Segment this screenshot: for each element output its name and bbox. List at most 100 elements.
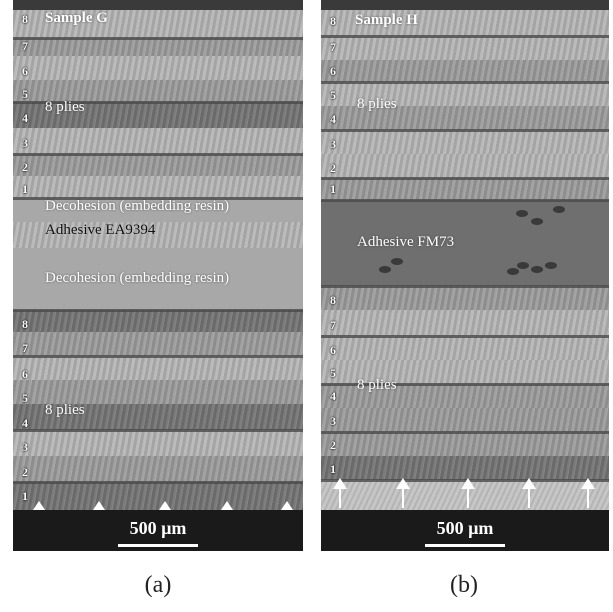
ply-band: [13, 154, 303, 176]
ply-number: 5: [330, 88, 336, 102]
ply-number: 7: [22, 341, 28, 355]
ply-number: 4: [330, 112, 336, 126]
ply-boundary: [321, 431, 609, 434]
ply-band: [321, 336, 609, 360]
ply-number: 5: [22, 391, 28, 405]
ply-band: [321, 36, 609, 60]
ply-band: [321, 60, 609, 82]
ply-boundary: [321, 285, 609, 288]
ply-band: [13, 80, 303, 102]
ply-number: 8: [330, 14, 336, 28]
ply-boundary: [321, 81, 609, 84]
void-pore: [516, 210, 528, 217]
ply-boundary: [321, 35, 609, 38]
scale-bar: 500 µm: [321, 510, 609, 551]
ply-boundary: [13, 309, 303, 312]
ply-number: 6: [330, 64, 336, 78]
ply-number: 3: [22, 136, 28, 150]
ply-band: [13, 38, 303, 56]
ply-band: [321, 154, 609, 178]
void-pore: [531, 266, 543, 273]
ply-boundary: [13, 153, 303, 156]
ply-number: 6: [22, 64, 28, 78]
ply-number: 8: [22, 317, 28, 331]
ply-number: 1: [330, 462, 336, 476]
caption-b: (b): [450, 572, 478, 598]
ply-number: 6: [330, 343, 336, 357]
ply-number: 7: [330, 40, 336, 54]
decohesion-band: [13, 248, 303, 310]
ply-number: 5: [22, 87, 28, 101]
void-pore: [391, 258, 403, 265]
ply-number: 6: [22, 367, 28, 381]
ply-band: [321, 360, 609, 384]
ply-boundary: [13, 481, 303, 484]
ply-band: [13, 456, 303, 482]
adhesive-band: [13, 222, 303, 248]
ply-band: [321, 106, 609, 130]
scale-line: [118, 544, 198, 547]
ply-number: 1: [22, 182, 28, 196]
ply-band: [13, 10, 303, 38]
ply-number: 4: [330, 389, 336, 403]
ply-band: [13, 128, 303, 154]
ply-boundary: [321, 383, 609, 386]
void-pore: [379, 266, 391, 273]
ply-band: [321, 384, 609, 408]
ply-band: [321, 310, 609, 336]
ply-number: 3: [330, 414, 336, 428]
plies-label: 8 plies: [45, 99, 85, 115]
triangle-marker-icon: [33, 501, 45, 510]
caption-a: (a): [144, 572, 172, 598]
ply-boundary: [321, 199, 609, 202]
plies-label: 8 plies: [45, 402, 85, 418]
ply-number: 4: [22, 111, 28, 125]
decohesion-label: Decohesion (embedding resin): [45, 198, 230, 214]
plies-label: 8 plies: [357, 96, 397, 112]
ply-number: 5: [330, 366, 336, 380]
scale-line: [425, 544, 505, 547]
ply-band: [321, 286, 609, 310]
up-arrow-icon: [396, 478, 410, 508]
ply-boundary: [321, 335, 609, 338]
sample-label: Sample G: [45, 10, 108, 26]
micrograph-panel-a: Sample G 8 7 6 5 4 3 2 1 8 plies Decohes…: [13, 0, 303, 551]
void-pore: [517, 262, 529, 269]
top-edge: [13, 0, 303, 10]
adhesive-label: Adhesive EA9394: [45, 222, 156, 238]
void-pore: [553, 206, 565, 213]
ply-number: 4: [22, 416, 28, 430]
ply-band: [13, 102, 303, 128]
micrograph-panel-b: Sample H 8 7 6 5 4 3 2 1 8 plies Adhesiv…: [321, 0, 609, 551]
ply-boundary: [13, 197, 303, 200]
ply-band: [13, 56, 303, 80]
ply-number: 8: [22, 12, 28, 26]
void-pore: [545, 262, 557, 269]
ply-number: 2: [22, 465, 28, 479]
ply-number: 3: [22, 440, 28, 454]
top-edge: [321, 0, 609, 10]
ply-boundary: [321, 177, 609, 180]
ply-number: 2: [330, 438, 336, 452]
ply-band: [13, 332, 303, 356]
up-arrow-icon: [461, 478, 475, 508]
triangle-marker-icon: [281, 501, 293, 510]
ply-band: [321, 10, 609, 36]
ply-band: [13, 380, 303, 404]
scale-bar: 500 µm: [13, 510, 303, 551]
ply-band: [321, 82, 609, 106]
adhesive-label: Adhesive FM73: [357, 234, 455, 250]
ply-band: [13, 430, 303, 456]
up-arrow-icon: [333, 478, 347, 508]
ply-boundary: [13, 429, 303, 432]
ply-band: [13, 482, 303, 510]
ply-band: [13, 404, 303, 430]
ply-boundary: [13, 37, 303, 40]
ply-boundary: [13, 101, 303, 104]
ply-band: [321, 178, 609, 200]
void-pore: [531, 218, 543, 225]
ply-band: [13, 176, 303, 198]
up-arrow-icon: [522, 478, 536, 508]
ply-number: 3: [330, 137, 336, 151]
ply-band: [321, 456, 609, 480]
